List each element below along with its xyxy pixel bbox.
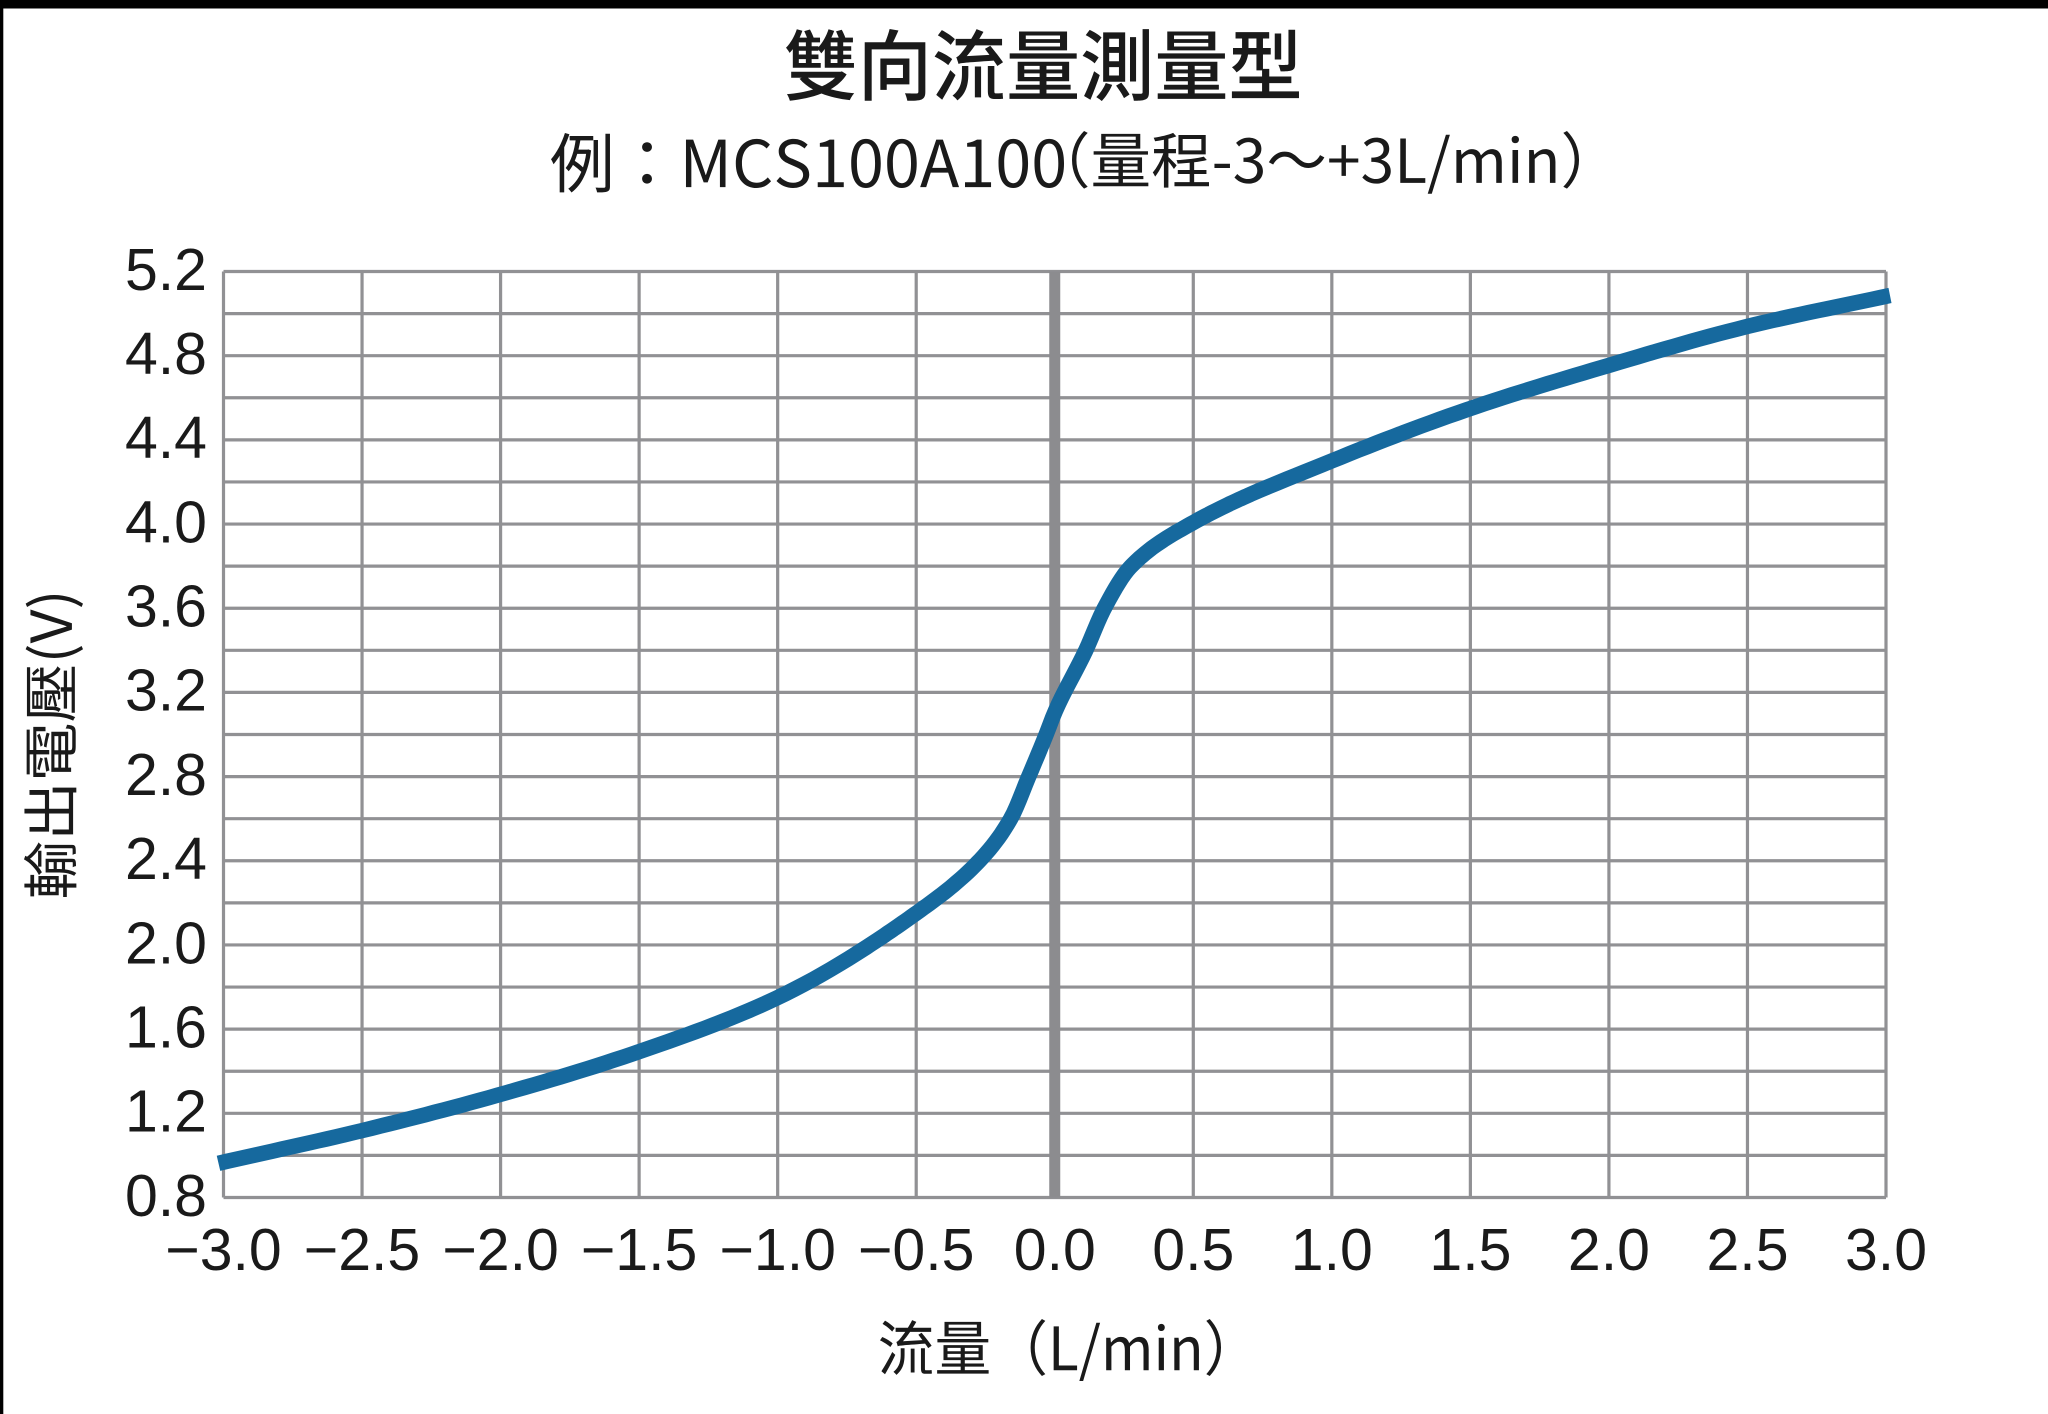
svg-text:1.6: 1.6 — [125, 994, 207, 1060]
svg-text:−1.0: −1.0 — [719, 1217, 835, 1283]
svg-text:−0.5: −0.5 — [858, 1217, 974, 1283]
svg-text:3.0: 3.0 — [1845, 1217, 1927, 1283]
svg-text:3.6: 3.6 — [125, 574, 207, 640]
svg-text:0.0: 0.0 — [1014, 1217, 1096, 1283]
svg-text:2.4: 2.4 — [125, 826, 207, 892]
svg-text:0.5: 0.5 — [1152, 1217, 1234, 1283]
svg-text:−3.0: −3.0 — [165, 1217, 281, 1283]
svg-text:−1.5: −1.5 — [581, 1217, 697, 1283]
svg-text:−2.5: −2.5 — [304, 1217, 420, 1283]
svg-text:2.5: 2.5 — [1706, 1217, 1788, 1283]
svg-text:2.0: 2.0 — [125, 910, 207, 976]
svg-text:4.0: 4.0 — [125, 489, 207, 555]
svg-text:5.2: 5.2 — [125, 237, 207, 303]
svg-text:4.4: 4.4 — [125, 405, 207, 471]
svg-text:1.2: 1.2 — [125, 1079, 207, 1145]
svg-text:3.2: 3.2 — [125, 658, 207, 724]
svg-text:0.8: 0.8 — [125, 1163, 207, 1229]
svg-text:2.0: 2.0 — [1568, 1217, 1650, 1283]
svg-text:−2.0: −2.0 — [442, 1217, 558, 1283]
svg-text:4.8: 4.8 — [125, 321, 207, 387]
svg-text:1.5: 1.5 — [1429, 1217, 1511, 1283]
svg-text:1.0: 1.0 — [1291, 1217, 1373, 1283]
svg-text:2.8: 2.8 — [125, 742, 207, 808]
